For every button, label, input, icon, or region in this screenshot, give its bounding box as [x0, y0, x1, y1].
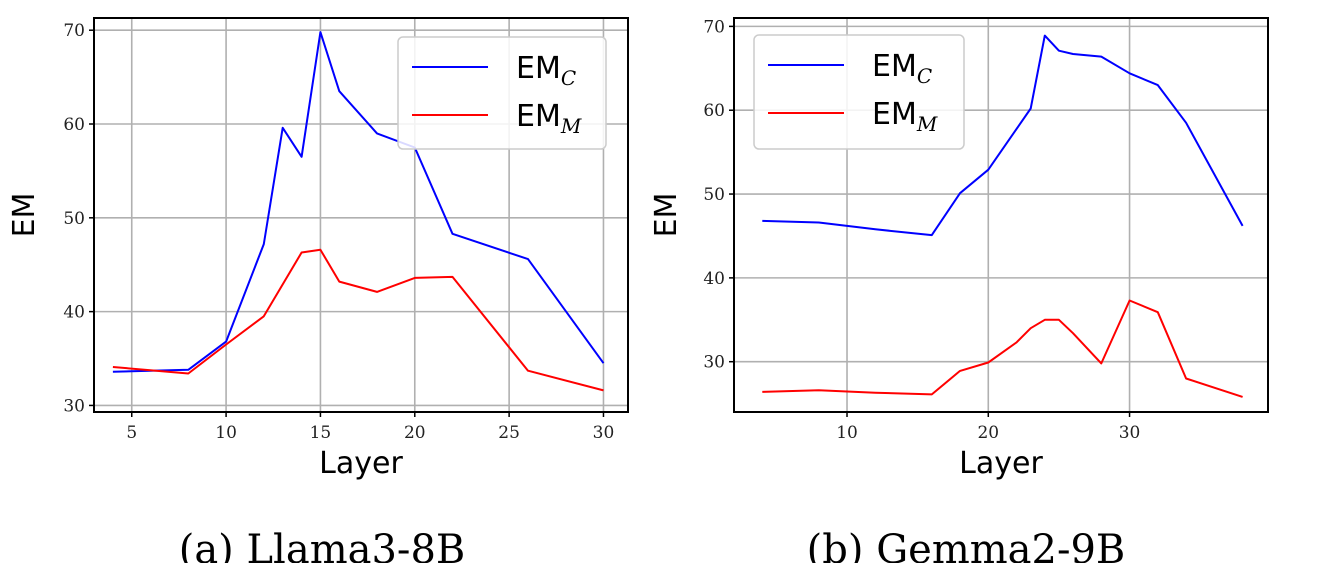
legend-label-em-m: EMM — [872, 97, 938, 136]
x-axis-label: Layer — [959, 446, 1043, 481]
legend-label-em-c: EMC — [516, 51, 576, 90]
legend-label-em-c: EMC — [872, 49, 932, 88]
x-tick-label: 30 — [1119, 423, 1141, 443]
series-line-em-m — [112, 248, 604, 392]
x-tick-label: 10 — [215, 423, 237, 443]
legend-label-name: EM — [872, 97, 917, 132]
axes-frame — [733, 17, 1269, 413]
panel-caption: (a) Llama3-8B — [179, 527, 466, 563]
x-tick-label: 20 — [977, 423, 999, 443]
y-tick-label: 70 — [703, 17, 725, 37]
legend-box — [397, 36, 607, 150]
y-tick-label: 50 — [703, 185, 725, 205]
axes-frame — [93, 17, 629, 413]
series-line-em-c — [762, 34, 1244, 237]
y-tick-label: 70 — [63, 21, 85, 41]
x-tick-label: 20 — [404, 423, 426, 443]
x-axis-label: Layer — [319, 446, 403, 481]
legend-label-name: EM — [516, 51, 561, 86]
x-tick-label: 5 — [126, 423, 137, 443]
legend-label-subscript: M — [560, 114, 582, 138]
legend-label-subscript: C — [561, 66, 576, 90]
y-tick-label: 40 — [63, 303, 85, 323]
x-tick-label: 30 — [593, 423, 615, 443]
y-tick-label: 60 — [703, 101, 725, 121]
series-line-em-m — [762, 299, 1243, 398]
legend-box — [753, 34, 965, 150]
y-tick-label: 40 — [703, 269, 725, 289]
y-axis-label: EM — [7, 193, 42, 238]
x-tick-label: 15 — [310, 423, 332, 443]
y-axis-label: EM — [649, 193, 684, 238]
legend-label-em-m: EMM — [516, 99, 582, 138]
legend-label-name: EM — [872, 49, 917, 84]
y-tick-label: 50 — [63, 209, 85, 229]
y-tick-label: 60 — [63, 115, 85, 135]
series-line-em-c — [112, 31, 605, 373]
legend-label-subscript: M — [916, 112, 938, 136]
legend-label-name: EM — [516, 99, 561, 134]
y-tick-label: 30 — [703, 353, 725, 373]
x-tick-label: 25 — [498, 423, 520, 443]
panel-caption: (b) Gemma2-9B — [807, 527, 1126, 563]
x-tick-label: 10 — [836, 423, 858, 443]
y-tick-label: 30 — [63, 396, 85, 416]
legend-label-subscript: C — [917, 64, 932, 88]
